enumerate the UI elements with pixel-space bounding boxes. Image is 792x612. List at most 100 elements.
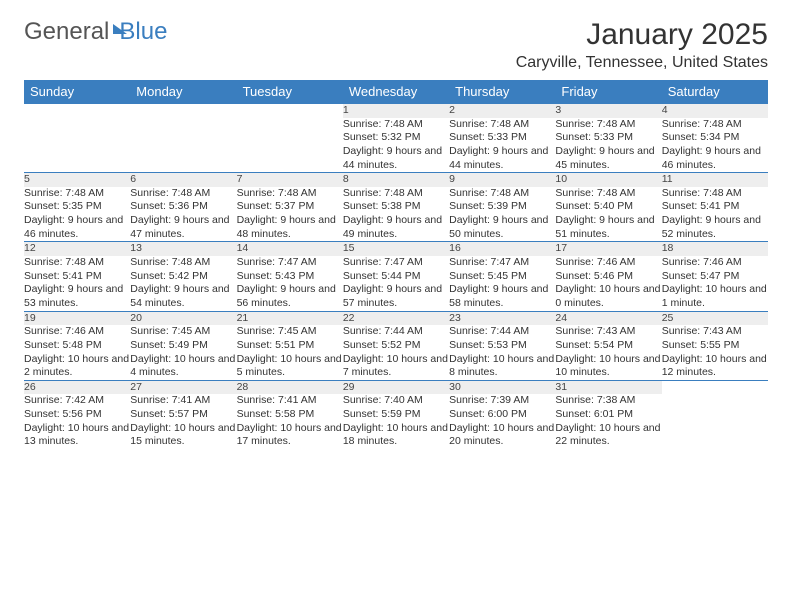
day-cell: Sunrise: 7:47 AMSunset: 5:45 PMDaylight:… bbox=[449, 256, 555, 311]
sunrise-line: Sunrise: 7:46 AM bbox=[24, 325, 130, 339]
sunset-line: Sunset: 5:53 PM bbox=[449, 339, 555, 353]
day-cell: Sunrise: 7:48 AMSunset: 5:40 PMDaylight:… bbox=[555, 187, 661, 242]
sunset-line: Sunset: 5:54 PM bbox=[555, 339, 661, 353]
sunrise-line: Sunrise: 7:48 AM bbox=[343, 187, 449, 201]
sunset-line: Sunset: 6:00 PM bbox=[449, 408, 555, 422]
sunset-line: Sunset: 5:33 PM bbox=[555, 131, 661, 145]
sunset-line: Sunset: 5:58 PM bbox=[237, 408, 343, 422]
brand-logo: General Blue bbox=[24, 18, 167, 46]
day-header: Sunday bbox=[24, 80, 130, 104]
sunrise-line: Sunrise: 7:48 AM bbox=[449, 118, 555, 132]
daylight-line: Daylight: 9 hours and 48 minutes. bbox=[237, 214, 343, 241]
page-header: General Blue January 2025 Caryville, Ten… bbox=[24, 18, 768, 72]
sunrise-line: Sunrise: 7:48 AM bbox=[24, 187, 130, 201]
sunset-line: Sunset: 5:55 PM bbox=[662, 339, 768, 353]
day-number: 8 bbox=[343, 173, 449, 187]
sunset-line: Sunset: 5:41 PM bbox=[24, 270, 130, 284]
sunrise-line: Sunrise: 7:41 AM bbox=[237, 394, 343, 408]
sunset-line: Sunset: 5:34 PM bbox=[662, 131, 768, 145]
empty-cell bbox=[662, 380, 768, 394]
sunset-line: Sunset: 5:33 PM bbox=[449, 131, 555, 145]
week-data-row: Sunrise: 7:48 AMSunset: 5:35 PMDaylight:… bbox=[24, 187, 768, 242]
day-header: Wednesday bbox=[343, 80, 449, 104]
week-data-row: Sunrise: 7:42 AMSunset: 5:56 PMDaylight:… bbox=[24, 394, 768, 449]
sunrise-line: Sunrise: 7:43 AM bbox=[555, 325, 661, 339]
daylight-line: Daylight: 9 hours and 49 minutes. bbox=[343, 214, 449, 241]
sunset-line: Sunset: 5:52 PM bbox=[343, 339, 449, 353]
day-number: 7 bbox=[237, 173, 343, 187]
daylight-line: Daylight: 9 hours and 46 minutes. bbox=[662, 145, 768, 172]
daylight-line: Daylight: 10 hours and 7 minutes. bbox=[343, 353, 449, 380]
month-title: January 2025 bbox=[516, 18, 768, 52]
day-header: Thursday bbox=[449, 80, 555, 104]
day-number: 15 bbox=[343, 242, 449, 256]
day-cell: Sunrise: 7:48 AMSunset: 5:37 PMDaylight:… bbox=[237, 187, 343, 242]
day-cell: Sunrise: 7:42 AMSunset: 5:56 PMDaylight:… bbox=[24, 394, 130, 449]
empty-cell bbox=[130, 118, 236, 173]
week-data-row: Sunrise: 7:48 AMSunset: 5:41 PMDaylight:… bbox=[24, 256, 768, 311]
sunset-line: Sunset: 5:51 PM bbox=[237, 339, 343, 353]
sunset-line: Sunset: 5:49 PM bbox=[130, 339, 236, 353]
sunrise-line: Sunrise: 7:40 AM bbox=[343, 394, 449, 408]
day-cell: Sunrise: 7:44 AMSunset: 5:53 PMDaylight:… bbox=[449, 325, 555, 380]
day-number: 13 bbox=[130, 242, 236, 256]
daylight-line: Daylight: 10 hours and 20 minutes. bbox=[449, 422, 555, 449]
day-cell: Sunrise: 7:43 AMSunset: 5:54 PMDaylight:… bbox=[555, 325, 661, 380]
sunset-line: Sunset: 5:41 PM bbox=[662, 200, 768, 214]
daylight-line: Daylight: 10 hours and 17 minutes. bbox=[237, 422, 343, 449]
day-cell: Sunrise: 7:46 AMSunset: 5:47 PMDaylight:… bbox=[662, 256, 768, 311]
sunrise-line: Sunrise: 7:47 AM bbox=[449, 256, 555, 270]
day-number: 26 bbox=[24, 380, 130, 394]
week-daynum-row: 262728293031 bbox=[24, 380, 768, 394]
daylight-line: Daylight: 10 hours and 12 minutes. bbox=[662, 353, 768, 380]
day-cell: Sunrise: 7:41 AMSunset: 5:58 PMDaylight:… bbox=[237, 394, 343, 449]
sunrise-line: Sunrise: 7:48 AM bbox=[24, 256, 130, 270]
sunrise-line: Sunrise: 7:48 AM bbox=[343, 118, 449, 132]
day-cell: Sunrise: 7:44 AMSunset: 5:52 PMDaylight:… bbox=[343, 325, 449, 380]
daylight-line: Daylight: 10 hours and 1 minute. bbox=[662, 283, 768, 310]
day-cell: Sunrise: 7:48 AMSunset: 5:36 PMDaylight:… bbox=[130, 187, 236, 242]
sunset-line: Sunset: 5:46 PM bbox=[555, 270, 661, 284]
week-daynum-row: 1234 bbox=[24, 104, 768, 118]
daylight-line: Daylight: 10 hours and 4 minutes. bbox=[130, 353, 236, 380]
day-number: 2 bbox=[449, 104, 555, 118]
brand-part2: Blue bbox=[119, 18, 167, 46]
sunset-line: Sunset: 5:44 PM bbox=[343, 270, 449, 284]
sunset-line: Sunset: 5:47 PM bbox=[662, 270, 768, 284]
day-cell: Sunrise: 7:47 AMSunset: 5:43 PMDaylight:… bbox=[237, 256, 343, 311]
daylight-line: Daylight: 10 hours and 2 minutes. bbox=[24, 353, 130, 380]
day-number: 11 bbox=[662, 173, 768, 187]
daylight-line: Daylight: 9 hours and 53 minutes. bbox=[24, 283, 130, 310]
sunrise-line: Sunrise: 7:41 AM bbox=[130, 394, 236, 408]
day-number: 4 bbox=[662, 104, 768, 118]
day-number: 21 bbox=[237, 311, 343, 325]
day-number: 10 bbox=[555, 173, 661, 187]
day-number: 9 bbox=[449, 173, 555, 187]
sunrise-line: Sunrise: 7:48 AM bbox=[237, 187, 343, 201]
day-number: 20 bbox=[130, 311, 236, 325]
day-cell: Sunrise: 7:48 AMSunset: 5:41 PMDaylight:… bbox=[662, 187, 768, 242]
day-cell: Sunrise: 7:48 AMSunset: 5:39 PMDaylight:… bbox=[449, 187, 555, 242]
daylight-line: Daylight: 9 hours and 47 minutes. bbox=[130, 214, 236, 241]
day-number: 30 bbox=[449, 380, 555, 394]
sunset-line: Sunset: 5:38 PM bbox=[343, 200, 449, 214]
daylight-line: Daylight: 10 hours and 5 minutes. bbox=[237, 353, 343, 380]
day-number: 24 bbox=[555, 311, 661, 325]
sunrise-line: Sunrise: 7:48 AM bbox=[130, 256, 236, 270]
day-number: 28 bbox=[237, 380, 343, 394]
location-label: Caryville, Tennessee, United States bbox=[516, 54, 768, 72]
empty-cell bbox=[237, 118, 343, 173]
sunset-line: Sunset: 5:35 PM bbox=[24, 200, 130, 214]
sunset-line: Sunset: 5:45 PM bbox=[449, 270, 555, 284]
sunrise-line: Sunrise: 7:46 AM bbox=[555, 256, 661, 270]
day-number: 31 bbox=[555, 380, 661, 394]
sunrise-line: Sunrise: 7:44 AM bbox=[449, 325, 555, 339]
day-cell: Sunrise: 7:48 AMSunset: 5:32 PMDaylight:… bbox=[343, 118, 449, 173]
sunrise-line: Sunrise: 7:48 AM bbox=[662, 118, 768, 132]
day-cell: Sunrise: 7:46 AMSunset: 5:48 PMDaylight:… bbox=[24, 325, 130, 380]
day-header: Friday bbox=[555, 80, 661, 104]
sunset-line: Sunset: 5:37 PM bbox=[237, 200, 343, 214]
sunrise-line: Sunrise: 7:38 AM bbox=[555, 394, 661, 408]
daylight-line: Daylight: 9 hours and 46 minutes. bbox=[24, 214, 130, 241]
day-header: Saturday bbox=[662, 80, 768, 104]
